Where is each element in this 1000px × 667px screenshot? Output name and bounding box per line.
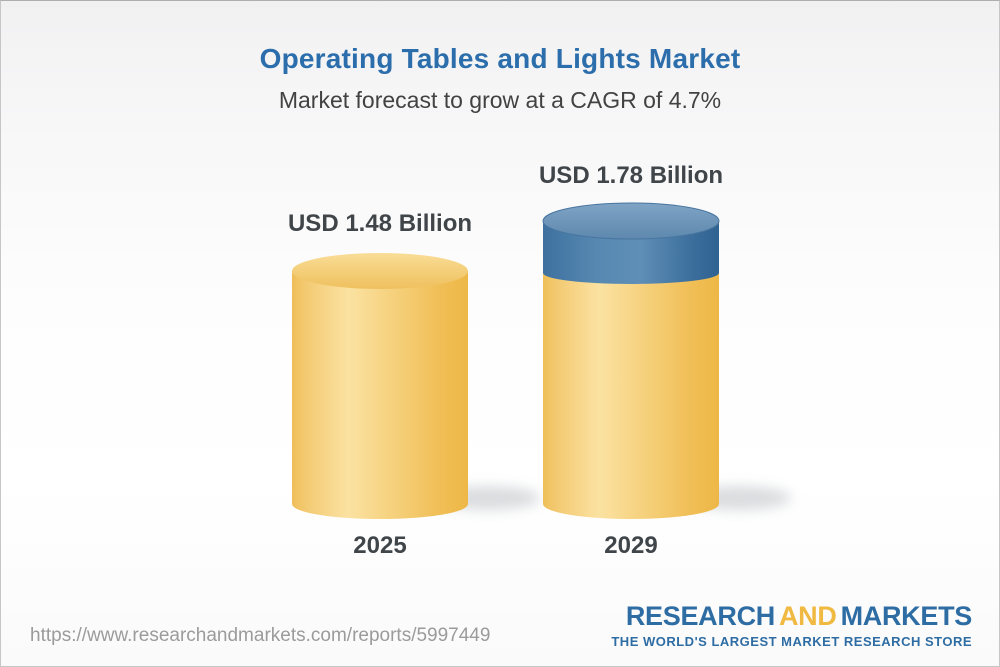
bar-2029-body	[543, 269, 719, 519]
bar-2025-body	[292, 271, 468, 519]
category-label-2029: 2029	[604, 532, 658, 559]
value-label-2025: USD 1.48 Billion	[287, 210, 473, 237]
bar-2029	[542, 202, 791, 519]
chart-title: Operating Tables and Lights Market	[259, 43, 741, 74]
research-and-markets-logo: RESEARCH AND MARKETS THE WORLD'S LARGEST M…	[611, 601, 973, 649]
logo-tagline: THE WORLD'S LARGEST MARKET RESEARCH STOR…	[611, 633, 972, 649]
bar-2029-growth-cap-top	[542, 202, 720, 240]
logo-word-and: AND	[778, 601, 837, 631]
bar-2025-top	[292, 253, 468, 289]
chart-subtitle: Market forecast to grow at a CAGR of 4.7…	[278, 87, 722, 113]
bar-2025	[292, 253, 540, 519]
value-label-2029: USD 1.78 Billion	[538, 162, 724, 189]
logo-word-markets: MARKETS	[840, 601, 973, 631]
logo-wordmark: RESEARCH AND MARKETS	[611, 601, 973, 632]
category-label-2025: 2025	[353, 532, 407, 559]
report-url: https://www.researchandmarkets.com/repor…	[30, 625, 491, 646]
logo-word-research: RESEARCH	[625, 601, 775, 631]
